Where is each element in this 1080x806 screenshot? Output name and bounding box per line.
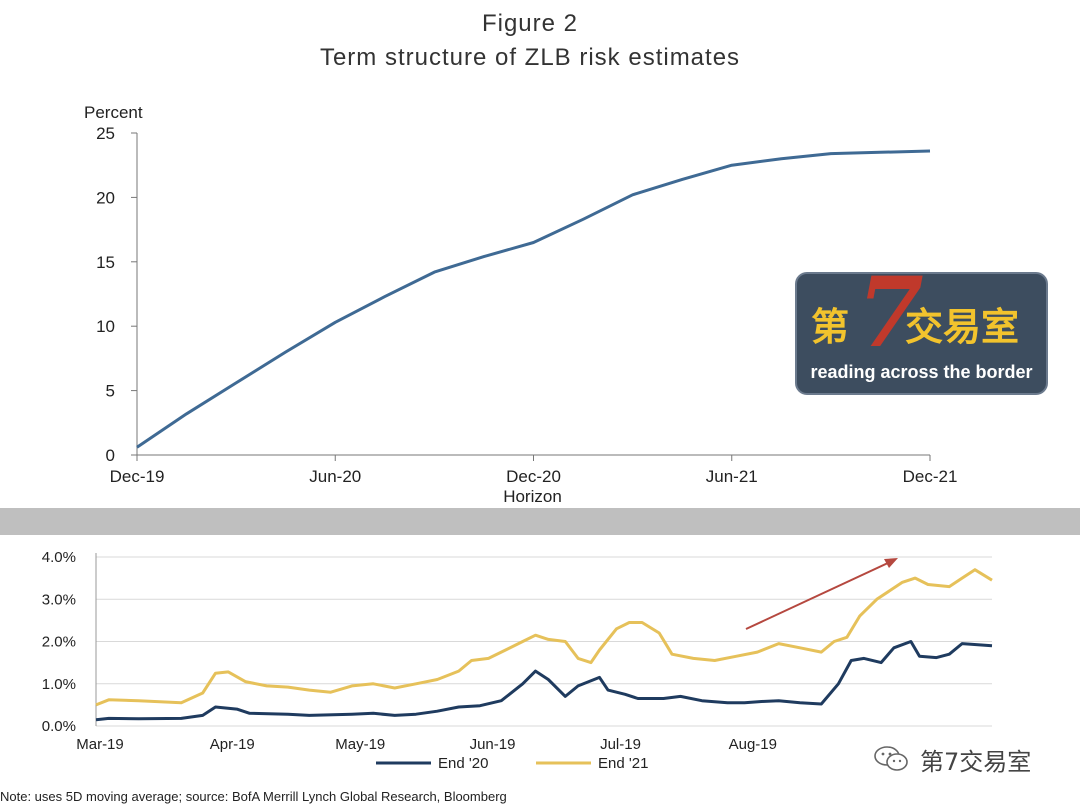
- x-tick-label: Dec-19: [110, 467, 165, 486]
- legend-label-2: End '21: [598, 755, 648, 772]
- watermark-text: 第7交易室: [920, 748, 1032, 776]
- y-tick-label: 20: [96, 188, 115, 207]
- y-tick-label: 5: [106, 382, 115, 401]
- wechat-icon: [874, 746, 908, 771]
- chart-note: Note: uses 5D moving average; source: Bo…: [0, 789, 507, 804]
- y-tick-label: 15: [96, 253, 115, 272]
- x-tick-label: Dec-20: [506, 467, 561, 486]
- y-tick-label: 0: [106, 446, 115, 465]
- zlb-risk-line: [136, 149, 931, 449]
- x-axis-label: Horizon: [503, 487, 562, 506]
- logo-subtitle: reading across the border: [810, 362, 1033, 382]
- y-tick-label: 2.0%: [42, 634, 76, 651]
- x-tick-label: Aug-19: [729, 736, 777, 753]
- trend-arrow-shaft: [745, 561, 891, 630]
- top-chart: Percent 0 5 10 15 20 25 Dec-19 Jun-20 Dec-20 Jun-2…: [84, 103, 958, 506]
- x-tick-label: Jun-19: [470, 736, 516, 753]
- y-tick-label: 25: [96, 124, 115, 143]
- x-tick-label: Jun-21: [706, 467, 758, 486]
- section-divider: [0, 508, 1080, 535]
- y-axis-label: Percent: [84, 103, 143, 122]
- series-line-1: [95, 640, 993, 722]
- x-tick-label: Jul-19: [600, 736, 641, 753]
- y-tick-label: 0.0%: [42, 718, 76, 735]
- figure-label: Figure 2: [481, 10, 579, 37]
- logo-text-left: 第: [811, 305, 850, 349]
- x-tick-label: Jun-20: [309, 467, 361, 486]
- x-tick-label: May-19: [335, 736, 385, 753]
- logo-text-right: 交易室: [905, 305, 1020, 349]
- series-line-2: [95, 568, 993, 707]
- x-tick-label: Mar-19: [76, 736, 124, 753]
- bottom-chart: 0.0% 1.0% 2.0% 3.0% 4.0% Mar-19 Apr-19 May-19 Ju…: [42, 549, 993, 772]
- x-tick-label: Apr-19: [210, 736, 255, 753]
- legend-label-1: End '20: [438, 755, 488, 772]
- logo-seven: 7: [857, 256, 924, 369]
- y-tick-label: 3.0%: [42, 591, 76, 608]
- brand-logo: 第 7 交易室 reading across the border: [795, 256, 1048, 395]
- y-tick-label: 1.0%: [42, 676, 76, 693]
- trend-arrow-head: [884, 558, 898, 568]
- y-tick-label: 4.0%: [42, 549, 76, 566]
- y-tick-label: 10: [96, 317, 115, 336]
- figure-title: Term structure of ZLB risk estimates: [319, 44, 741, 71]
- x-tick-label: Dec-21: [903, 467, 958, 486]
